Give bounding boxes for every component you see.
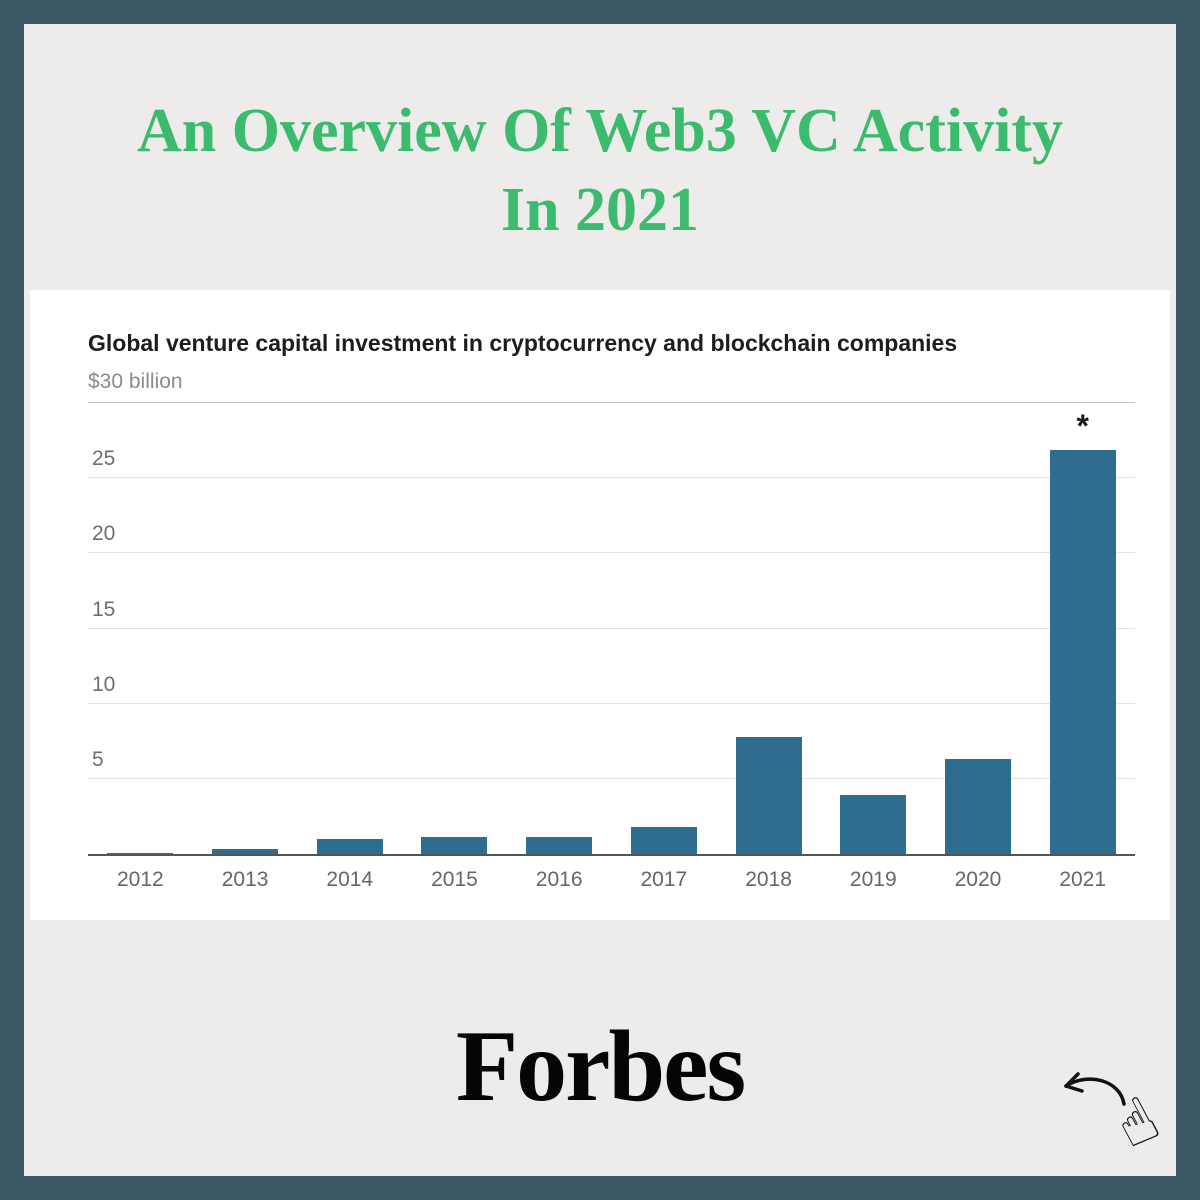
bar-column-2021: * — [1030, 403, 1135, 854]
x-tick-label: 2015 — [431, 868, 478, 891]
y-tick-label: 15 — [92, 597, 116, 621]
gridline — [88, 552, 1135, 554]
curved-arrow-icon — [1064, 1072, 1126, 1106]
bar-column-2014 — [297, 403, 402, 854]
bar-column-2015 — [402, 403, 507, 854]
y-tick-label: 10 — [92, 672, 116, 696]
gridline — [88, 477, 1135, 479]
bar-2013 — [212, 848, 279, 854]
gridline — [88, 777, 1135, 779]
bar-2018 — [735, 736, 802, 854]
chart-panel: Global venture capital investment in cry… — [30, 290, 1170, 920]
gridline — [88, 702, 1135, 704]
bars-group: * — [88, 403, 1135, 854]
x-tick-label: 2016 — [535, 868, 583, 891]
bar-2019 — [840, 795, 907, 854]
y-axis-unit-label: $30 billion — [88, 370, 183, 393]
bar-2017 — [630, 826, 697, 854]
x-tick-label: 2019 — [849, 868, 897, 891]
bar-column-2016 — [507, 403, 612, 854]
bar-2014 — [316, 838, 383, 854]
x-tick-label: 2012 — [116, 868, 164, 891]
x-tick-label: 2018 — [745, 868, 792, 891]
y-tick-label: 5 — [92, 747, 104, 771]
x-axis-labels: 2012 2013 2014 2015 2016 2017 2018 2019 2020 2021 — [88, 868, 1135, 900]
page-title-line1: An Overview Of Web3 VC Activity — [137, 97, 1063, 165]
pointing-hand-icon: ☝ — [1103, 1081, 1171, 1164]
annotation-asterisk: * — [1076, 408, 1089, 445]
bar-2012 — [107, 852, 174, 854]
x-tick-label: 2021 — [1059, 868, 1107, 891]
bar-column-2017 — [612, 403, 717, 854]
y-tick-label: 20 — [92, 522, 116, 546]
bar-column-2013 — [193, 403, 298, 854]
gridline — [88, 627, 1135, 629]
page-title-line2: In 2021 — [500, 176, 700, 245]
x-tick-label: 2013 — [221, 868, 269, 891]
bar-column-2012 — [88, 403, 193, 854]
chart-title: Global venture capital investment in cry… — [88, 330, 958, 356]
bar-2021 — [1049, 449, 1116, 854]
x-tick-label: 2014 — [326, 868, 374, 891]
page-title: An Overview Of Web3 VC Activity In 2021 — [24, 92, 1176, 251]
bar-2015 — [421, 837, 488, 854]
bar-2020 — [944, 759, 1011, 854]
bar-column-2018 — [716, 403, 821, 854]
click-hand-icon: ☝ — [1058, 1058, 1171, 1168]
bar-2016 — [526, 837, 593, 854]
x-tick-label: 2020 — [954, 868, 1002, 891]
y-tick-label: 25 — [92, 447, 116, 471]
plot-area: 5 10 15 20 25 * — [88, 402, 1135, 856]
bar-column-2019 — [821, 403, 926, 854]
bar-column-2020 — [926, 403, 1031, 854]
x-tick-label: 2017 — [640, 868, 688, 891]
forbes-logo: Forbes — [455, 1010, 746, 1123]
